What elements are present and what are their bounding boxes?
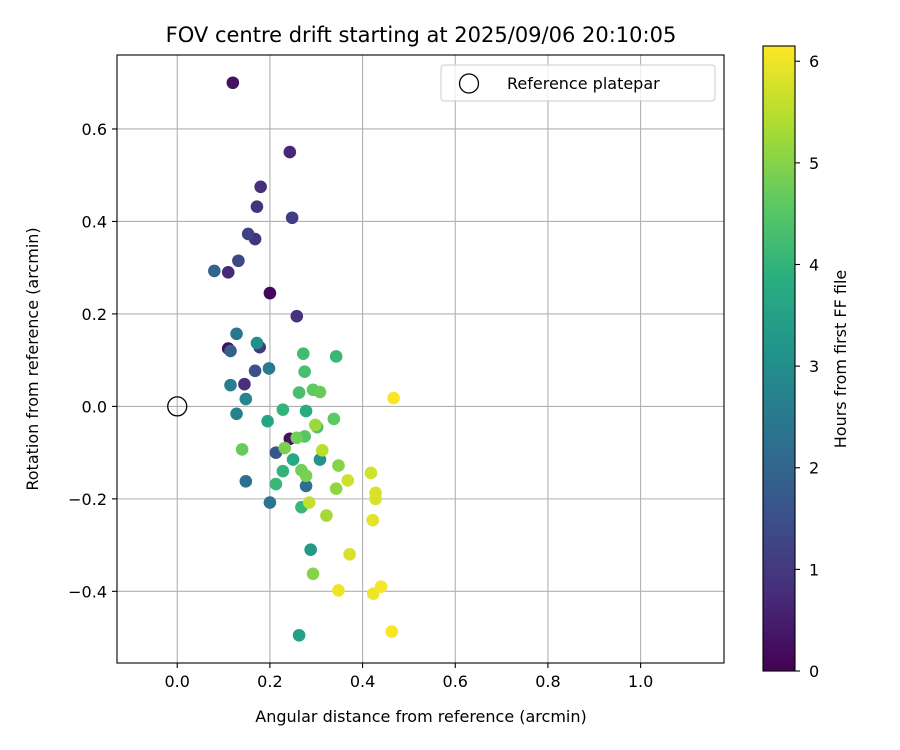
x-tick-label: 0.4 bbox=[350, 672, 375, 691]
scatter-point bbox=[283, 145, 297, 159]
colorbar-tick-label: 2 bbox=[809, 459, 819, 478]
scatter-point bbox=[239, 392, 253, 406]
scatter-point bbox=[332, 584, 345, 597]
scatter-point bbox=[313, 385, 327, 399]
scatter-point bbox=[278, 441, 292, 455]
scatter-point bbox=[292, 386, 306, 399]
scatter-point bbox=[341, 474, 355, 487]
scatter-point bbox=[292, 628, 306, 642]
chart-title: FOV centre drift starting at 2025/09/06 … bbox=[166, 23, 677, 47]
scatter-point bbox=[285, 211, 299, 225]
reference-platepar-marker bbox=[167, 396, 188, 417]
scatter-point bbox=[299, 469, 313, 483]
scatter-point bbox=[327, 412, 341, 426]
scatter-point bbox=[329, 482, 343, 495]
scatter-point bbox=[304, 543, 317, 557]
colorbar-tick-label: 5 bbox=[809, 154, 819, 173]
scatter-point bbox=[269, 477, 283, 491]
colorbar-tick-label: 0 bbox=[809, 662, 819, 681]
y-tick-label: 0.6 bbox=[82, 120, 107, 139]
scatter-point bbox=[329, 350, 343, 363]
scatter-point bbox=[250, 336, 264, 350]
y-tick-label: −0.2 bbox=[68, 490, 107, 509]
scatter-point bbox=[263, 286, 277, 300]
scatter-point bbox=[290, 309, 304, 323]
scatter-point bbox=[224, 378, 237, 392]
scatter-point bbox=[208, 264, 221, 278]
scatter-point bbox=[254, 180, 267, 194]
scatter-point bbox=[286, 453, 300, 466]
y-tick-label: 0.2 bbox=[82, 305, 107, 324]
scatter-point bbox=[239, 474, 253, 488]
x-tick-label: 0.0 bbox=[165, 672, 190, 691]
x-axis-label: Angular distance from reference (arcmin) bbox=[255, 707, 586, 726]
scatter-point bbox=[306, 567, 320, 581]
scatter-point bbox=[241, 227, 255, 241]
legend-label-reference: Reference platepar bbox=[507, 74, 660, 93]
colorbar-ticks: 0 1 2 3 4 5 6 bbox=[795, 52, 819, 681]
legend-reference-marker bbox=[458, 73, 480, 94]
scatter-point bbox=[315, 444, 329, 457]
x-tick-label: 1.0 bbox=[628, 672, 653, 691]
scatter-point bbox=[221, 266, 235, 279]
scatter-point bbox=[232, 254, 245, 268]
scatter-point bbox=[290, 431, 304, 445]
scatter-point bbox=[296, 347, 310, 360]
scatter-point bbox=[230, 407, 243, 421]
y-axis-label: Rotation from reference (arcmin) bbox=[23, 227, 42, 490]
scatter-point bbox=[332, 459, 345, 472]
plot-area-frame bbox=[116, 54, 725, 664]
reference-marker-layer bbox=[167, 396, 188, 417]
colorbar-tick-label: 6 bbox=[809, 52, 819, 71]
scatter-point bbox=[387, 391, 400, 405]
x-tick-label: 0.8 bbox=[535, 672, 560, 691]
colorbar bbox=[762, 45, 796, 672]
scatter-point bbox=[276, 403, 290, 416]
scatter-point bbox=[230, 327, 243, 341]
scatter-point bbox=[385, 625, 399, 638]
scatter-point bbox=[343, 548, 356, 561]
scatter-point bbox=[302, 496, 316, 509]
y-tick-label: 0.0 bbox=[82, 397, 107, 416]
scatter-point bbox=[224, 344, 237, 358]
scatter-point bbox=[309, 418, 322, 432]
colorbar-tick-label: 3 bbox=[809, 357, 819, 376]
scatter-point bbox=[320, 509, 333, 522]
x-tick-label: 0.6 bbox=[443, 672, 468, 691]
scatter-point bbox=[299, 479, 313, 493]
scatter-point bbox=[261, 414, 274, 428]
scatter-point bbox=[299, 404, 313, 418]
legend-box bbox=[440, 64, 716, 102]
scatter-point bbox=[364, 466, 378, 480]
axis-ticks: 0.0 0.2 0.4 0.6 0.8 1.0 −0.4 −0.2 0.0 0.2 0.4 0.6 bbox=[68, 120, 653, 691]
colorbar-tick-label: 4 bbox=[809, 255, 819, 274]
scatter-point bbox=[226, 76, 240, 90]
scatter-point bbox=[248, 364, 262, 378]
grid-lines bbox=[117, 55, 724, 663]
y-tick-label: −0.4 bbox=[68, 582, 107, 601]
scatter-point bbox=[238, 377, 251, 391]
scatter-point bbox=[374, 580, 388, 594]
scatter-point bbox=[298, 365, 311, 379]
scatter-point bbox=[369, 492, 382, 506]
legend: Reference platepar bbox=[440, 64, 716, 102]
scatter-point bbox=[235, 443, 249, 456]
x-tick-label: 0.2 bbox=[257, 672, 282, 691]
scatter-point bbox=[263, 496, 277, 509]
y-tick-label: 0.4 bbox=[82, 212, 107, 231]
scatter-point bbox=[262, 362, 276, 375]
colorbar-label: Hours from first FF file bbox=[831, 270, 850, 449]
scatter-point bbox=[366, 513, 380, 527]
scatter-points bbox=[208, 76, 400, 642]
scatter-point bbox=[276, 464, 290, 478]
colorbar-tick-label: 1 bbox=[809, 560, 819, 579]
scatter-point bbox=[250, 200, 264, 213]
